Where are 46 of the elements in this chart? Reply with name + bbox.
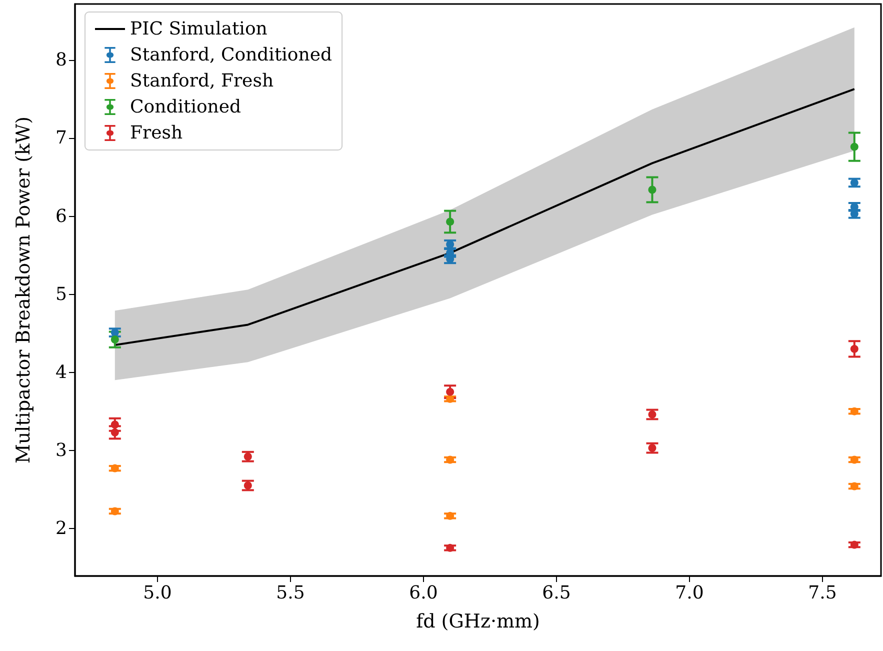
y-axis-title: Multipactor Breakdown Power (kW)	[12, 116, 34, 464]
legend-label: Stanford, Fresh	[130, 70, 274, 92]
point	[648, 410, 656, 418]
point	[446, 394, 454, 403]
point	[110, 464, 119, 472]
legend-label: Conditioned	[130, 96, 242, 118]
y-tick-label: 8	[56, 50, 67, 71]
x-tick-label: 5.0	[143, 582, 172, 604]
x-tick-label: 7.5	[808, 582, 837, 604]
point	[110, 420, 119, 429]
y-tick-label: 5	[56, 284, 67, 305]
line-series	[114, 88, 856, 346]
point	[850, 540, 858, 549]
point	[110, 336, 119, 344]
point	[850, 407, 858, 416]
point	[446, 240, 454, 248]
point	[244, 452, 252, 461]
legend-label: Stanford, Conditioned	[130, 44, 332, 66]
point	[850, 344, 858, 353]
x-tick-label: 7.0	[675, 582, 704, 604]
y-tick-label: 3	[56, 440, 67, 461]
point	[110, 428, 119, 436]
point	[110, 328, 119, 337]
point	[446, 218, 454, 226]
x-tick-label: 5.5	[276, 582, 305, 604]
point	[850, 482, 858, 490]
point	[850, 456, 858, 464]
point	[648, 186, 656, 194]
point	[446, 456, 454, 464]
x-tick-label: 6.5	[542, 582, 571, 604]
point	[850, 178, 858, 187]
point	[850, 142, 858, 151]
point	[244, 481, 252, 490]
point	[110, 507, 119, 516]
y-tick-label: 6	[56, 206, 67, 227]
x-tick-label: 6.0	[409, 582, 438, 604]
x-axis-title: fd (GHz·mm)	[416, 610, 540, 632]
y-tick-label: 4	[56, 362, 67, 383]
legend-label: Fresh	[130, 122, 183, 144]
point	[446, 544, 454, 552]
y-tick-label: 2	[56, 518, 67, 539]
point	[446, 388, 454, 396]
point	[446, 512, 454, 520]
point	[648, 444, 656, 452]
legend-label: PIC Simulation	[130, 18, 268, 40]
y-tick-label: 7	[56, 128, 67, 149]
